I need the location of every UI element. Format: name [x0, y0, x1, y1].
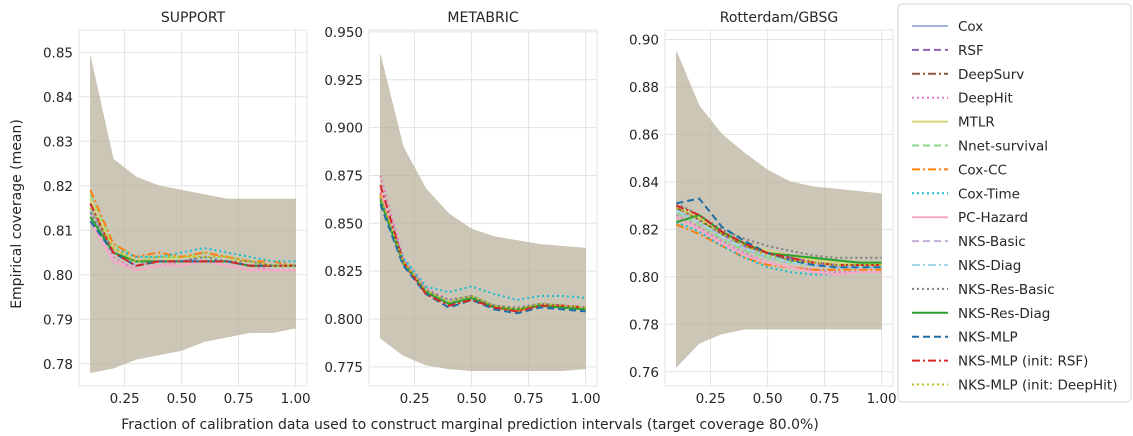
x-tick-label: 1.00 [571, 391, 601, 407]
legend-label: NKS-Res-Basic [958, 282, 1055, 298]
legend-label: NKS-Basic [958, 234, 1026, 250]
confidence-band [676, 51, 882, 368]
legend-label: Cox [958, 19, 983, 35]
y-tick-label: 0.83 [43, 134, 73, 150]
legend-label: Nnet-survival [958, 139, 1048, 155]
y-tick-label: 0.80 [43, 268, 73, 284]
series-line-nks-mlp-init-rsf [676, 204, 882, 266]
y-tick-label: 0.900 [324, 121, 363, 137]
panel-support: 0.78 0.79 0.80 0.81 0.82 0.83 0.84 0.85 0.25 0.50… [43, 10, 311, 407]
y-tick-label: 0.82 [43, 179, 73, 195]
x-tick-label: 0.25 [696, 391, 726, 407]
y-tick-label: 0.84 [629, 175, 659, 191]
y-tick-label: 0.775 [324, 360, 363, 376]
y-tick-label: 0.950 [324, 25, 363, 41]
y-tick-label: 0.81 [43, 223, 73, 239]
plot-frame [78, 29, 308, 387]
x-axis-label: Fraction of calibration data used to con… [121, 417, 819, 433]
legend-label: DeepHit [958, 91, 1013, 107]
series-line-pc-hazard [675, 216, 882, 276]
y-axis-label: Empirical coverage (mean) [9, 119, 25, 309]
plot-frame [368, 29, 598, 387]
y-tick-label: 0.78 [43, 357, 73, 373]
x-tick-label: 0.25 [400, 391, 430, 407]
y-tick-label: 0.84 [43, 90, 73, 106]
series-line-nks-mlp-init-rsf [89, 203, 296, 267]
series-line-nks-mlp [379, 203, 586, 315]
legend-label: NKS-MLP (init: DeepHit) [958, 378, 1118, 394]
series-line-cox-cc [676, 223, 882, 271]
subplot-title: METABRIC [447, 10, 518, 26]
y-tick-label: 0.79 [43, 312, 73, 328]
y-tick-label: 0.925 [324, 73, 363, 89]
series-line-mtlr [89, 198, 296, 267]
legend-label: NKS-MLP (init: RSF) [958, 354, 1088, 370]
subplot-title: SUPPORT [161, 10, 226, 26]
y-tick-label: 0.86 [629, 127, 659, 143]
legend-label: RSF [958, 43, 984, 59]
x-tick-label: 0.25 [110, 391, 140, 407]
y-tick-label: 0.90 [629, 32, 659, 48]
legend-label: PC-Hazard [958, 210, 1028, 226]
legend-label: Cox-CC [958, 162, 1007, 178]
y-tick-label: 0.850 [324, 216, 363, 232]
x-tick-label: 1.00 [867, 391, 897, 407]
legend-label: NKS-Diag [958, 258, 1021, 274]
subplot-panels: 0.78 0.79 0.80 0.81 0.82 0.83 0.84 0.85 0.25 0.50… [43, 10, 897, 407]
series-line-pc-hazard [89, 220, 296, 272]
plot-frame [664, 29, 894, 387]
y-tick-label: 0.800 [324, 312, 363, 328]
legend-label: MTLR [958, 115, 995, 131]
legend-box [897, 3, 1132, 403]
y-tick-label: 0.78 [629, 317, 659, 333]
confidence-band [380, 54, 586, 371]
series-line-nks-mlp [676, 197, 882, 269]
series-line-nnet-survival [379, 198, 586, 311]
x-tick-label: 0.75 [224, 391, 254, 407]
series-line-cox-time [379, 198, 586, 301]
legend-label: DeepSurv [958, 67, 1024, 83]
legend-label: NKS-Res-Diag [958, 306, 1050, 322]
legend-label: Cox-Time [958, 186, 1020, 202]
x-tick-label: 0.75 [810, 391, 840, 407]
y-tick-label: 0.875 [324, 168, 363, 184]
y-tick-label: 0.85 [43, 45, 73, 61]
legend-label: NKS-MLP [958, 330, 1018, 346]
x-tick-label: 0.50 [457, 391, 487, 407]
x-tick-label: 0.75 [514, 391, 544, 407]
legend: Cox RSF DeepSurv DeepHit MTLR Nnet-survival Co… [897, 3, 1132, 403]
x-tick-label: 0.50 [167, 391, 197, 407]
panel-metabric: 0.775 0.800 0.825 0.850 0.875 0.900 0.925 0.950… [324, 10, 600, 407]
y-tick-label: 0.88 [629, 80, 659, 96]
series-line-nks-mlp-init-rsf [379, 184, 586, 313]
series-line-cox-cc [89, 189, 296, 267]
series-line-nks-res-basic [379, 198, 586, 309]
confidence-band [90, 56, 296, 374]
y-tick-label: 0.825 [324, 264, 363, 280]
subplot-title: Rotterdam/GBSG [720, 10, 839, 26]
series-line-nks-mlp [89, 220, 296, 267]
x-tick-label: 0.50 [753, 391, 783, 407]
x-tick-label: 1.00 [281, 391, 311, 407]
y-tick-label: 0.76 [629, 365, 659, 381]
y-tick-label: 0.80 [629, 270, 659, 286]
panel-rotterdam-gbsg: 0.76 0.78 0.80 0.82 0.84 0.86 0.88 0.90 0.25 0.50… [629, 10, 897, 407]
y-tick-label: 0.82 [629, 222, 659, 238]
